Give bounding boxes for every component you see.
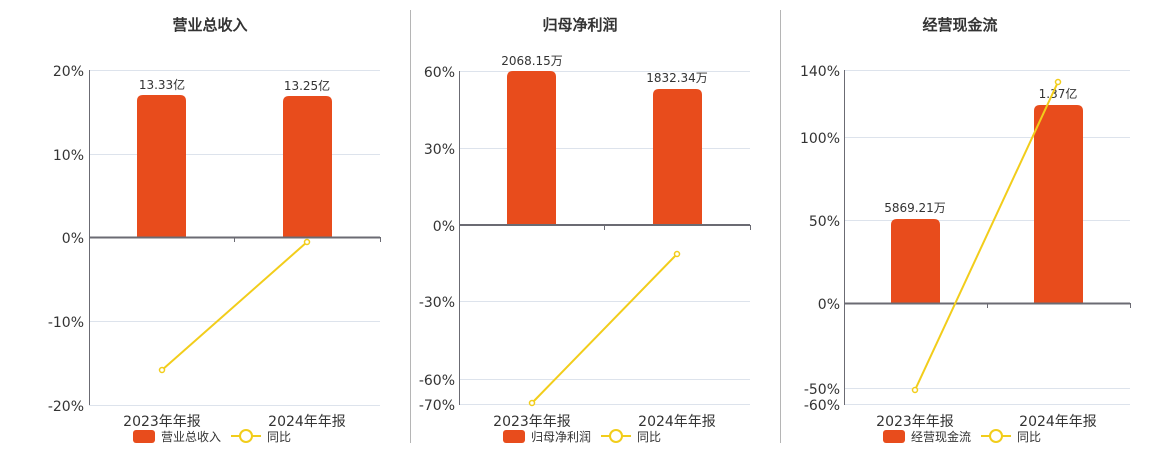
y-axis-labels: 20% 10% 0% -10% -20% [48, 64, 84, 415]
y-tick: 30% [424, 142, 455, 158]
y-tick: 10% [53, 148, 84, 164]
bar-label[interactable]: 5869.21万 [884, 201, 946, 215]
yoy-line [531, 253, 678, 404]
yoy-point[interactable] [528, 399, 536, 407]
y-tick: -50% [804, 382, 840, 398]
chart-title-revenue: 营业总收入 [172, 16, 248, 34]
legend-bar-label[interactable]: 经营现金流 [911, 429, 972, 444]
yoy-point[interactable] [1054, 78, 1062, 86]
y-tick: -30% [419, 295, 455, 311]
bar-2023[interactable] [891, 219, 940, 303]
bar-label[interactable]: 1.37亿 [1039, 86, 1078, 101]
yoy-point[interactable] [673, 250, 681, 258]
gridlines [89, 70, 380, 406]
bar-2024[interactable] [653, 89, 702, 225]
legend-bar-swatch[interactable] [883, 429, 905, 443]
y-tick: 50% [809, 214, 840, 230]
y-tick: 100% [800, 131, 840, 147]
y-tick: 140% [800, 64, 840, 80]
bar-2023[interactable] [507, 71, 556, 225]
y-tick: -60% [804, 398, 840, 414]
legend-bar-swatch[interactable] [503, 429, 525, 443]
y-tick: 20% [53, 64, 84, 80]
y-tick: 60% [424, 65, 455, 81]
bar-2024[interactable] [283, 96, 332, 237]
legend-operating-cashflow: 经营现金流 同比 [883, 428, 1041, 444]
yoy-point[interactable] [158, 366, 166, 374]
bar-labels: 5869.21万 1.37亿 [884, 86, 1077, 215]
legend-line-icon[interactable] [981, 429, 1012, 443]
gridlines [459, 71, 750, 405]
legend-bar-swatch[interactable] [133, 429, 155, 443]
y-axis-labels: 140% 100% 50% 0% -50% -60% [800, 64, 840, 414]
y-tick: 0% [818, 297, 840, 313]
yoy-point[interactable] [303, 238, 311, 246]
y-tick: -20% [48, 399, 84, 415]
chart-revenue: 20% 10% 0% -10% -20% 13.33亿 13.25亿 2023年… [48, 64, 381, 430]
legend-bar-label[interactable]: 归母净利润 [531, 429, 592, 444]
bar-labels: 13.33亿 13.25亿 [139, 77, 330, 93]
y-tick: -10% [48, 315, 84, 331]
panel-divider-1 [410, 10, 411, 443]
bar-label[interactable]: 13.33亿 [139, 77, 185, 92]
bar-2024[interactable] [1034, 105, 1083, 303]
x-tick: 2023年年报 [123, 414, 201, 430]
x-axis-labels: 2023年年报 2024年年报 [123, 414, 346, 430]
y-tick: -60% [419, 373, 455, 389]
y-axis-labels: 60% 30% 0% -30% -60% -70% [419, 65, 455, 414]
y-tick: 0% [62, 231, 84, 247]
legend-line-label[interactable]: 同比 [1017, 429, 1042, 444]
chart-title-operating-cashflow: 经营现金流 [922, 16, 998, 34]
y-tick: -70% [419, 398, 455, 414]
chart-title-net-profit: 归母净利润 [542, 16, 618, 34]
legend-net-profit: 归母净利润 同比 [503, 428, 661, 444]
bar-label[interactable]: 1832.34万 [646, 71, 708, 85]
legend-revenue: 营业总收入 同比 [133, 428, 291, 444]
bar-label[interactable]: 13.25亿 [284, 78, 330, 93]
y-tick: 0% [433, 219, 455, 235]
yoy-point[interactable] [911, 386, 919, 394]
bar-label[interactable]: 2068.15万 [501, 54, 563, 68]
yoy-line [914, 81, 1059, 391]
legend-bar-label[interactable]: 营业总收入 [161, 429, 222, 444]
yoy-line [161, 241, 308, 371]
legend-line-label[interactable]: 同比 [267, 429, 292, 444]
legend-line-label[interactable]: 同比 [637, 429, 662, 444]
legend-line-icon[interactable] [231, 429, 262, 443]
gridlines [844, 70, 1130, 405]
panel-divider-2 [780, 10, 781, 443]
bar-2023[interactable] [137, 95, 186, 237]
bar-labels: 2068.15万 1832.34万 [501, 54, 708, 85]
x-tick: 2024年年报 [268, 414, 346, 430]
legend-line-icon[interactable] [601, 429, 632, 443]
